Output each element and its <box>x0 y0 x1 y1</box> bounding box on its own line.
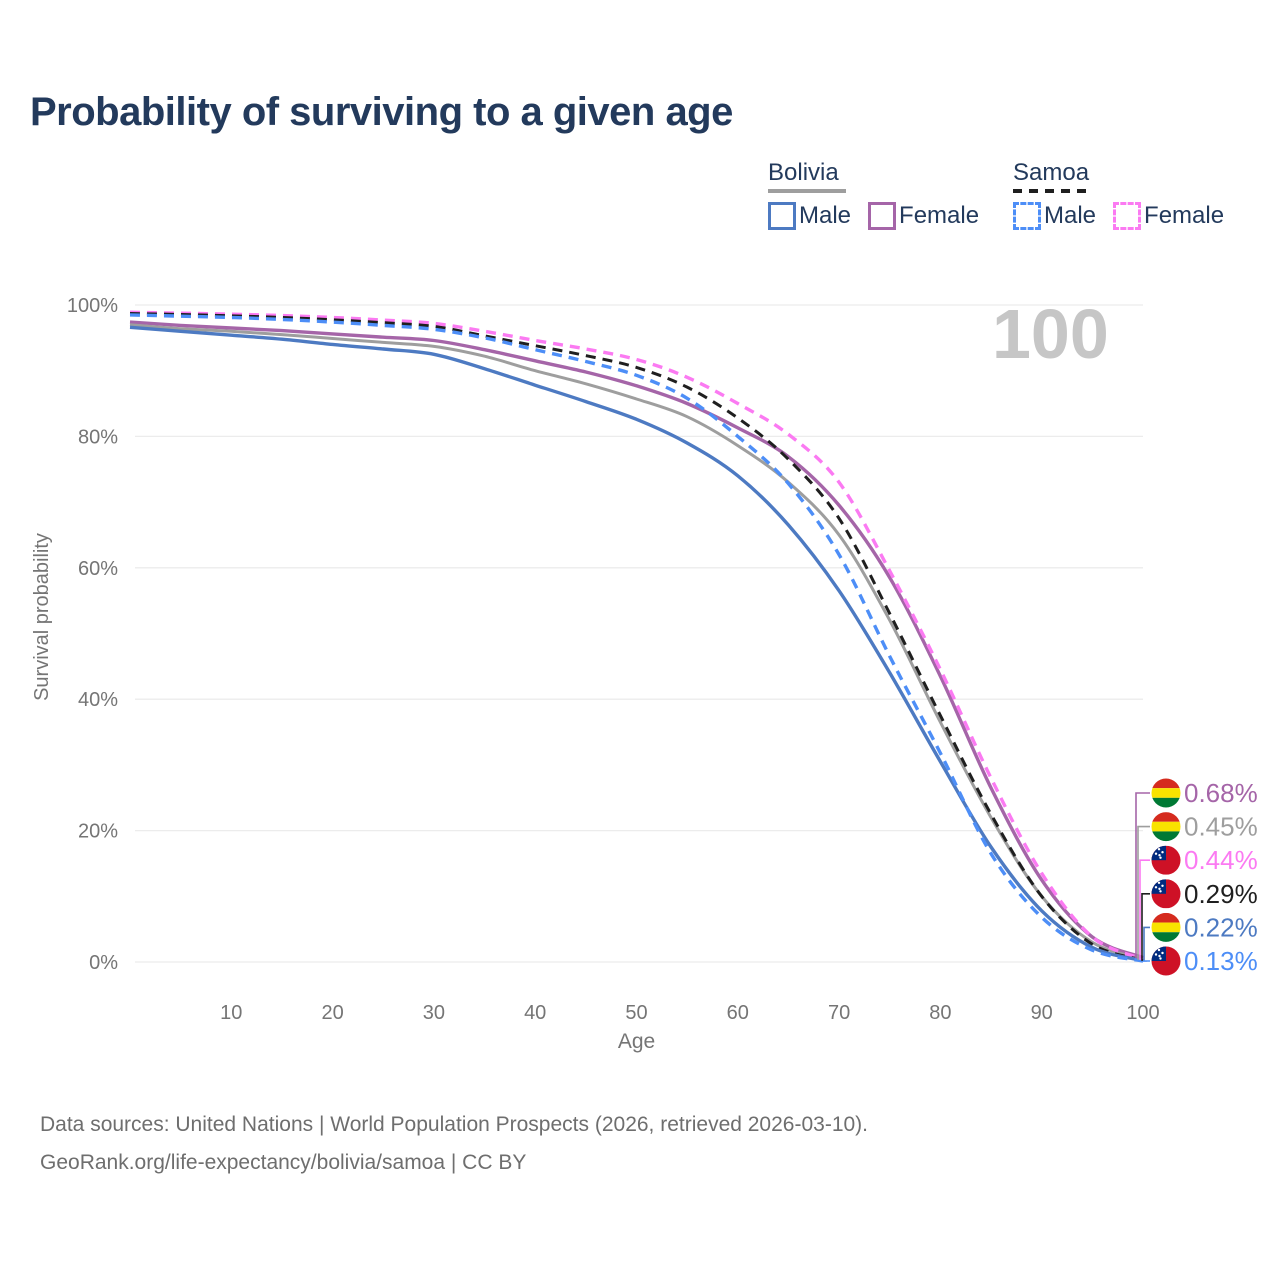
y-axis-title: Survival probability <box>31 533 53 701</box>
leader-line <box>1141 893 1150 961</box>
series-line-samoa-total[interactable] <box>129 312 1144 962</box>
x-tick-label: 100 <box>1126 1002 1159 1024</box>
y-tick-label: 80% <box>78 426 118 448</box>
attribution-line: GeoRank.org/life-expectancy/bolivia/samo… <box>40 1151 527 1174</box>
legend-country-samoa: Samoa <box>1013 159 1090 186</box>
end-value-label: 0.22% <box>1184 912 1258 942</box>
x-tick-label: 70 <box>828 1002 850 1024</box>
end-label-samoa-total[interactable]: 0.29% <box>1141 879 1258 961</box>
x-tick-label: 80 <box>929 1002 951 1024</box>
y-tick-label: 0% <box>89 952 118 974</box>
x-axis-title: Age <box>618 1030 655 1053</box>
legend-item-samoa-female[interactable]: Female <box>1113 202 1224 230</box>
legend-country-bolivia: Bolivia <box>768 159 839 186</box>
y-tick-label: 40% <box>78 689 118 711</box>
end-value-label: 0.29% <box>1184 879 1258 909</box>
end-value-label: 0.44% <box>1184 845 1258 875</box>
bolivia-flag-icon <box>1151 912 1181 942</box>
samoa-female-swatch-icon <box>1113 202 1142 230</box>
samoa-male-swatch-icon <box>1013 202 1041 230</box>
bolivia-flag-icon <box>1151 778 1181 808</box>
series-line-bolivia-female[interactable] <box>129 320 1144 960</box>
x-tick-label: 50 <box>625 1002 647 1024</box>
x-tick-label: 60 <box>727 1002 749 1024</box>
bolivia-flag-icon <box>1151 812 1181 842</box>
leader-line <box>1143 926 1150 962</box>
samoa-flag-icon <box>1151 879 1181 909</box>
chart-title: Probability of surviving to a given age <box>30 90 733 134</box>
y-tick-label: 20% <box>78 821 118 843</box>
series-line-bolivia-male[interactable] <box>129 325 1144 963</box>
end-value-label: 0.68% <box>1184 778 1258 808</box>
legend-item-bolivia-male[interactable]: Male <box>768 202 851 230</box>
legend-group-samoa: Samoa Male Female <box>1013 160 1241 230</box>
x-tick-label: 10 <box>220 1002 242 1024</box>
y-tick-label: 60% <box>78 558 118 580</box>
x-tick-label: 30 <box>423 1002 445 1024</box>
legend-group-bolivia: Bolivia Male Female <box>768 160 996 230</box>
end-label-bolivia-female[interactable]: 0.68% <box>1135 778 1258 959</box>
series-line-samoa-female[interactable] <box>129 310 1144 961</box>
end-label-samoa-female[interactable]: 0.44% <box>1139 845 1258 960</box>
legend-item-bolivia-female[interactable]: Female <box>868 202 979 230</box>
age-counter-watermark: 100 <box>992 295 1109 373</box>
y-tick-label: 100% <box>67 295 118 317</box>
legend-linestyle-bolivia <box>768 189 846 193</box>
end-label-samoa-male[interactable]: 0.13% <box>1143 946 1258 976</box>
series-line-samoa-male[interactable] <box>129 313 1144 963</box>
bolivia-female-swatch-icon <box>868 202 897 230</box>
legend-item-samoa-male[interactable]: Male <box>1013 202 1096 230</box>
data-sources-line: Data sources: United Nations | World Pop… <box>40 1113 869 1136</box>
samoa-flag-icon <box>1151 845 1181 875</box>
series-line-bolivia-total[interactable] <box>129 323 1144 961</box>
footer-note: Data sources: United Nations | World Pop… <box>40 1106 868 1182</box>
x-tick-label: 20 <box>321 1002 343 1024</box>
end-value-label: 0.45% <box>1184 812 1258 842</box>
end-value-label: 0.13% <box>1184 946 1258 976</box>
samoa-flag-icon <box>1151 946 1181 976</box>
x-tick-label: 40 <box>524 1002 546 1024</box>
x-tick-label: 90 <box>1031 1002 1053 1024</box>
end-label-bolivia-total[interactable]: 0.45% <box>1137 812 1258 960</box>
legend-linestyle-samoa <box>1013 189 1091 193</box>
bolivia-male-swatch-icon <box>768 202 796 230</box>
